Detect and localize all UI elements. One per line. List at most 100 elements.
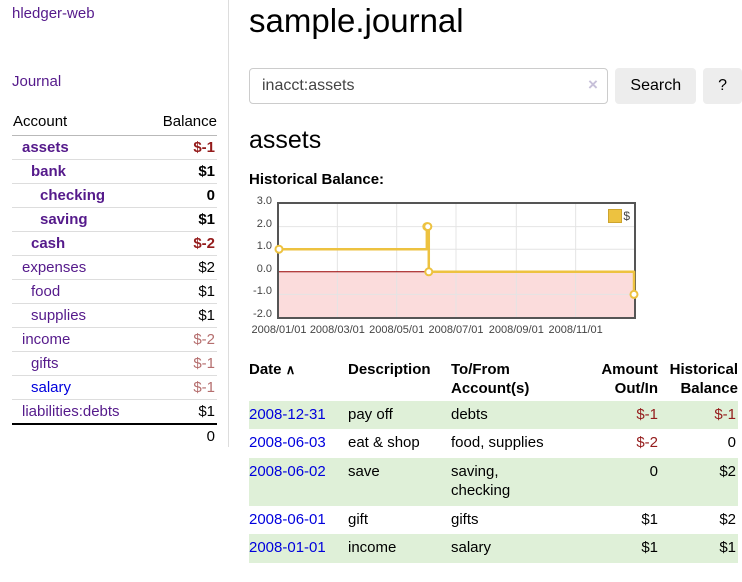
x-axis-tick-label: 2008/03/01	[309, 323, 365, 336]
register-row: 2008-06-02 save saving, checking 0 $2	[249, 457, 738, 506]
sidebar-account-link-bank[interactable]: bank	[31, 163, 67, 180]
chart-title: Historical Balance:	[249, 170, 385, 188]
account-row: income $-2	[12, 327, 217, 352]
sidebar-account-link-liabilities-debts[interactable]: liabilities:debts	[22, 403, 120, 420]
transaction-balance-cell: $1	[719, 539, 736, 557]
transaction-accounts-cell: salary	[451, 539, 492, 557]
accounts-total-value: 0	[148, 423, 217, 448]
transaction-balance-cell: 0	[727, 434, 736, 452]
main-content: sample.journal × Search ? assets Histori…	[249, 0, 742, 563]
sidebar-account-link-food[interactable]: food	[31, 283, 61, 300]
sidebar-item-journal[interactable]: Journal	[12, 73, 62, 90]
transaction-date-cell: 2008-01-01	[249, 534, 348, 563]
historical-balance-chart: 3.0 2.0 1.0 0.0 -1.0 -2.0 $ 2008/01/01 2008/03…	[249, 196, 742, 340]
balance-column-header: Balance	[148, 110, 217, 136]
account-column-header: Account	[12, 110, 149, 136]
account-balance: $-2	[148, 327, 217, 352]
transaction-accounts-cell: gifts	[451, 510, 479, 528]
account-row: cash $-2	[12, 231, 217, 256]
register-row: 2008-06-03 eat & shop food, supplies $-2 0	[249, 429, 738, 458]
account-row: supplies $1	[12, 303, 217, 328]
plot-area: $	[274, 201, 639, 319]
account-balance: $1	[148, 399, 217, 424]
account-balance: $-1	[148, 375, 217, 400]
x-axis-tick-label: 2008/09/01	[488, 323, 544, 336]
transaction-description-cell: eat & shop	[348, 434, 420, 452]
sidebar-account-link-assets[interactable]: assets	[22, 139, 69, 156]
transaction-date-link[interactable]: 2008-01-01	[249, 539, 326, 557]
transaction-balance-cell: $-1	[714, 405, 736, 423]
account-balance: $1	[148, 207, 217, 232]
transaction-amount-cell: $-1	[636, 405, 658, 423]
y-axis-tick-label: 1.0	[256, 240, 272, 253]
sidebar-account-link-income[interactable]: income	[22, 331, 71, 348]
accounts-header-row: Account Balance	[12, 110, 217, 136]
account-balance: $1	[148, 279, 217, 304]
sidebar-account-link-supplies[interactable]: supplies	[31, 307, 87, 324]
x-axis-tick-label: 2008/01/01	[251, 323, 307, 336]
account-row: bank $1	[12, 159, 217, 184]
transaction-date-cell: 2008-12-31	[249, 401, 348, 430]
transaction-accounts-cell: debts	[451, 405, 488, 423]
register-header-row: Date ∧ Description To/From Account(s) Am…	[249, 358, 738, 401]
account-balance: $1	[148, 159, 217, 184]
legend-swatch	[608, 208, 623, 223]
transaction-description-cell: income	[348, 539, 397, 557]
account-row: liabilities:debts $1	[12, 399, 217, 424]
transaction-date-link[interactable]: 2008-06-03	[249, 434, 326, 452]
transaction-amount-cell: $1	[641, 539, 658, 557]
page-title: sample.journal	[249, 2, 464, 39]
sidebar-account-link-salary[interactable]: salary	[31, 379, 72, 396]
transaction-description-cell: pay off	[348, 405, 393, 423]
account-row: gifts $-1	[12, 351, 217, 376]
transaction-date-cell: 2008-06-03	[249, 429, 348, 458]
y-axis-tick-label: 3.0	[256, 195, 272, 208]
sidebar-account-link-saving[interactable]: saving	[40, 211, 88, 228]
register-row: 2008-12-31 pay off debts $-1 $-1	[249, 400, 738, 430]
accounts-column-header: To/From Account(s)	[451, 360, 530, 398]
accounts-table: Account Balance assets $-1 bank $1 checking 0…	[12, 110, 217, 448]
search-input[interactable]	[249, 67, 609, 104]
account-balance: $-2	[148, 231, 217, 256]
transaction-accounts-cell: food, supplies	[451, 434, 544, 452]
account-row: saving $1	[12, 207, 217, 232]
account-balance: 0	[148, 183, 217, 208]
y-axis-tick-label: -2.0	[253, 308, 272, 321]
sidebar-account-link-cash[interactable]: cash	[31, 235, 66, 252]
account-row: food $1	[12, 279, 217, 304]
sidebar-account-link-expenses[interactable]: expenses	[22, 259, 87, 276]
transaction-balance-cell: $2	[719, 510, 736, 528]
sidebar: hledger-web Journal Account Balance asse…	[0, 0, 229, 448]
y-axis-tick-label: -1.0	[253, 285, 272, 298]
accounts-total-row: 0	[12, 423, 217, 448]
transaction-amount-cell: $-2	[636, 434, 658, 452]
clear-search-icon[interactable]: ×	[588, 74, 598, 94]
transaction-amount-cell: 0	[649, 462, 658, 480]
account-heading: assets	[249, 125, 322, 154]
legend-label: $	[623, 208, 630, 223]
search-bar: × Search ?	[249, 67, 742, 104]
transaction-description-cell: gift	[348, 510, 369, 528]
app-title-link[interactable]: hledger-web	[12, 5, 95, 22]
chart-legend: $	[608, 208, 630, 223]
transaction-date-link[interactable]: 2008-06-01	[249, 510, 326, 528]
sidebar-account-link-gifts[interactable]: gifts	[31, 355, 59, 372]
account-balance: $2	[148, 255, 217, 280]
account-row: expenses $2	[12, 255, 217, 280]
account-balance: $-1	[148, 351, 217, 376]
search-button[interactable]: Search	[615, 67, 697, 104]
sidebar-account-link-checking[interactable]: checking	[40, 187, 106, 204]
account-balance: $-1	[148, 135, 217, 160]
balance-column-header: Historical Balance	[669, 360, 738, 398]
x-axis-tick-label: 2008/05/01	[369, 323, 425, 336]
transaction-accounts-cell: saving, checking	[451, 462, 511, 500]
date-column-header[interactable]: Date ∧	[249, 360, 296, 378]
account-row: checking 0	[12, 183, 217, 208]
app-title: hledger-web	[12, 5, 228, 22]
transaction-date-link[interactable]: 2008-12-31	[249, 405, 326, 423]
help-button[interactable]: ?	[703, 67, 742, 104]
register-table: Date ∧ Description To/From Account(s) Am…	[249, 358, 738, 563]
transaction-description-cell: save	[348, 462, 380, 480]
description-column-header: Description	[348, 360, 431, 378]
transaction-date-link[interactable]: 2008-06-02	[249, 462, 326, 480]
